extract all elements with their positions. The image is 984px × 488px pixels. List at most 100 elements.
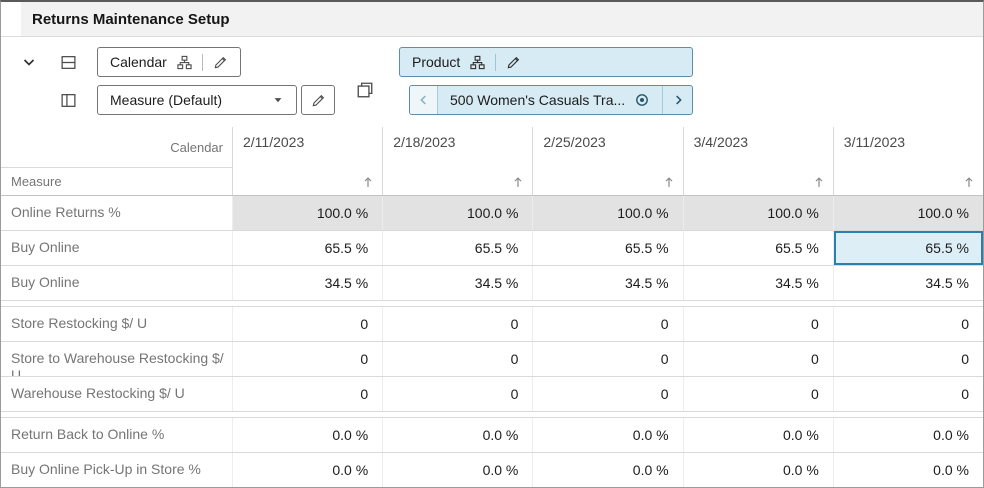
page-axis-icon[interactable] — [355, 80, 375, 100]
value-cell[interactable]: 0.0 % — [532, 453, 682, 487]
value-cell[interactable]: 100.0 % — [232, 196, 383, 230]
rows-axis-icon[interactable] — [53, 47, 83, 77]
axis-controls: Calendar Measure (Default) — [53, 47, 335, 115]
value-cell[interactable]: 0.0 % — [232, 453, 382, 487]
calendar-dimension-tile[interactable]: Calendar — [97, 47, 241, 77]
column-header[interactable]: 2/18/2023 — [382, 127, 532, 195]
value-cell[interactable]: 65.5 % — [232, 231, 382, 265]
value-cell[interactable]: 34.5 % — [682, 266, 833, 300]
measure-edit-button[interactable] — [301, 85, 335, 115]
hierarchy-icon — [470, 55, 485, 70]
column-header[interactable]: 2/11/2023 — [232, 127, 382, 195]
row-label[interactable]: Buy Online Pick-Up in Store % — [11, 461, 201, 477]
pivot-grid: Calendar Measure 2/11/2023 2/18/2023 2/25/… — [1, 127, 983, 487]
target-icon[interactable] — [634, 92, 650, 108]
sort-ascending-icon[interactable] — [662, 175, 676, 192]
value-cell[interactable]: 0 — [832, 307, 983, 341]
edit-pencil-icon — [311, 93, 326, 108]
value-cell[interactable]: 0.0 % — [682, 453, 833, 487]
value-cell[interactable]: 65.5 % — [382, 231, 532, 265]
edit-pencil-icon[interactable] — [506, 55, 521, 70]
value-cell[interactable]: 0 — [832, 342, 983, 376]
calendar-tile-label: Calendar — [110, 54, 167, 70]
sort-ascending-icon[interactable] — [962, 175, 976, 192]
toolbar: Calendar Measure (Default) — [1, 37, 983, 127]
value-cell[interactable]: 0.0 % — [232, 418, 382, 452]
value-cell[interactable]: 0.0 % — [382, 418, 532, 452]
grid-header: Calendar Measure 2/11/2023 2/18/2023 2/25/… — [1, 127, 983, 196]
columns-axis-icon[interactable] — [53, 85, 83, 115]
product-controls: Product 500 Women's Casuals Tra... — [399, 47, 694, 115]
sort-ascending-icon[interactable] — [812, 175, 826, 192]
value-cell[interactable]: 0.0 % — [532, 418, 682, 452]
divider — [495, 53, 497, 71]
column-header[interactable]: 2/25/2023 — [532, 127, 682, 195]
measure-group: Store Restocking $/ U 0 0 0 0 0 Store to Wareh… — [1, 306, 983, 412]
chevron-left-icon — [417, 93, 431, 107]
rows-axis-row: Calendar — [53, 47, 335, 77]
column-header[interactable]: 3/4/2023 — [682, 127, 833, 195]
row-label[interactable]: Return Back to Online % — [11, 426, 165, 442]
product-position-navigator: 500 Women's Casuals Tra... — [409, 85, 694, 115]
row-label[interactable]: Buy Online — [11, 274, 80, 290]
page-title: Returns Maintenance Setup — [32, 10, 230, 28]
titlebar: Returns Maintenance Setup — [1, 2, 983, 37]
column-date-label: 3/11/2023 — [843, 134, 906, 150]
value-cell[interactable]: 0 — [682, 377, 833, 411]
row-dimension-label: Measure — [11, 174, 62, 189]
value-cell[interactable]: 0.0 % — [832, 418, 983, 452]
value-cell[interactable]: 100.0 % — [832, 196, 983, 230]
value-cell[interactable]: 100.0 % — [382, 196, 533, 230]
previous-position-button[interactable] — [410, 86, 438, 114]
value-cell[interactable]: 100.0 % — [682, 196, 833, 230]
column-date-label: 2/11/2023 — [243, 134, 305, 150]
column-date-label: 3/4/2023 — [693, 134, 749, 150]
row-label[interactable]: Warehouse Restocking $/ U — [11, 385, 185, 401]
value-cell[interactable]: 0 — [382, 307, 532, 341]
value-cell[interactable]: 65.5 % — [682, 231, 833, 265]
edit-pencil-icon[interactable] — [213, 55, 228, 70]
row-label[interactable]: Buy Online — [11, 239, 80, 255]
product-dimension-tile[interactable]: Product — [399, 47, 694, 77]
value-cell[interactable]: 0 — [682, 342, 833, 376]
row-label[interactable]: Store to Warehouse Restocking $/ U — [11, 350, 224, 376]
value-cell[interactable]: 0 — [232, 307, 382, 341]
sort-ascending-icon[interactable] — [511, 175, 525, 192]
value-cell[interactable]: 0 — [682, 307, 833, 341]
value-cell[interactable]: 0 — [232, 342, 382, 376]
value-cell[interactable]: 0 — [532, 377, 682, 411]
measure-dimension-dropdown[interactable]: Measure (Default) — [97, 85, 297, 115]
value-cell[interactable]: 0 — [532, 342, 682, 376]
grid-corner: Calendar Measure — [1, 127, 232, 195]
row-label[interactable]: Online Returns % — [11, 204, 121, 220]
value-cell[interactable]: 34.5 % — [532, 266, 682, 300]
value-cell[interactable]: 0.0 % — [382, 453, 532, 487]
sort-ascending-icon[interactable] — [361, 175, 375, 192]
value-cell[interactable]: 34.5 % — [382, 266, 532, 300]
row-label[interactable]: Store Restocking $/ U — [11, 315, 148, 331]
selected-cell[interactable]: 65.5 % — [832, 231, 983, 265]
product-tile-label: Product — [412, 54, 461, 70]
value-cell[interactable]: 0 — [832, 377, 983, 411]
measure-group: Return Back to Online % 0.0 % 0.0 % 0.0 % 0.… — [1, 417, 983, 487]
value-cell[interactable]: 34.5 % — [832, 266, 983, 300]
divider — [201, 53, 203, 71]
value-cell[interactable]: 34.5 % — [232, 266, 382, 300]
value-cell[interactable]: 65.5 % — [532, 231, 682, 265]
grid-body: Online Returns % 100.0 % 100.0 % 100.0 % 100… — [1, 196, 983, 487]
value-cell[interactable]: 0 — [382, 377, 532, 411]
value-cell[interactable]: 0 — [232, 377, 382, 411]
collapse-grid-button[interactable] — [15, 47, 43, 77]
value-cell[interactable]: 0 — [532, 307, 682, 341]
measure-row: Buy Online Pick-Up in Store % 0.0 % 0.0 % 0… — [1, 453, 983, 487]
value-cell[interactable]: 0 — [382, 342, 532, 376]
column-header[interactable]: 3/11/2023 — [832, 127, 983, 195]
next-position-button[interactable] — [662, 86, 692, 114]
value-cell[interactable]: 0.0 % — [832, 453, 983, 487]
column-date-label: 2/18/2023 — [393, 134, 456, 150]
value-cell[interactable]: 100.0 % — [532, 196, 683, 230]
value-cell[interactable]: 0.0 % — [682, 418, 833, 452]
